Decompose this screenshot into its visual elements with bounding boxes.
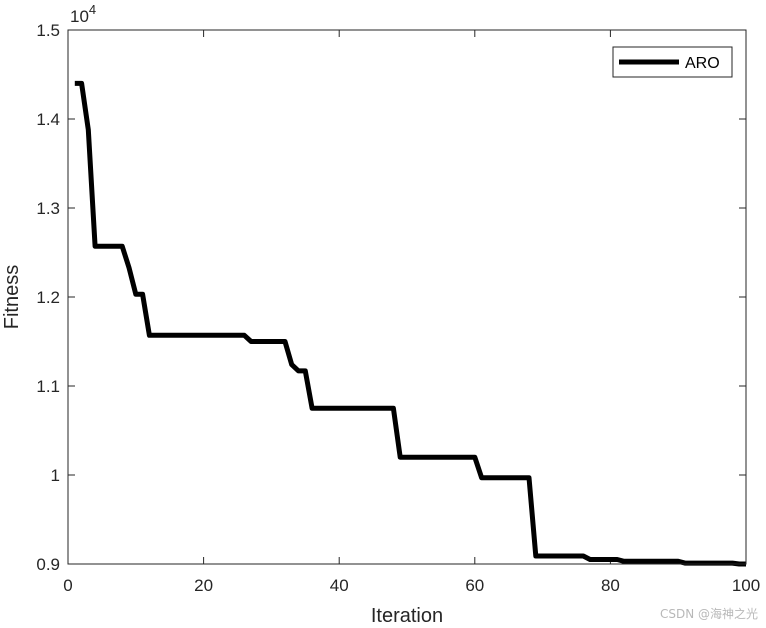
y-tick-label: 1.2 (36, 288, 60, 307)
y-tick-label: 1.1 (36, 377, 60, 396)
y-exponent-power: 4 (89, 2, 96, 17)
x-tick-label: 0 (63, 576, 72, 595)
y-tick-label: 1 (51, 466, 60, 485)
x-tick-label: 60 (465, 576, 484, 595)
x-tick-label: 20 (194, 576, 213, 595)
y-axis-exponent: 104 (70, 2, 96, 26)
x-tick-label: 100 (732, 576, 760, 595)
axes-box (67, 29, 747, 565)
x-tick-label: 80 (601, 576, 620, 595)
plot-area (68, 30, 746, 564)
series-line-aro (74, 80, 746, 567)
legend: ARO (612, 46, 733, 78)
y-ticks: 0.9 1 1.1 1.2 1.3 1.4 1.5 (36, 21, 746, 574)
watermark: CSDN @海神之光 (659, 607, 758, 621)
y-exponent-base: 10 (70, 7, 89, 26)
x-ticks: 0 20 40 60 80 100 (63, 30, 760, 595)
y-tick-label: 1.5 (36, 21, 60, 40)
x-tick-label: 40 (330, 576, 349, 595)
y-tick-label: 1.4 (36, 110, 60, 129)
x-axis-label: Iteration (371, 605, 443, 627)
y-tick-label: 0.9 (36, 555, 60, 574)
y-tick-label: 1.3 (36, 199, 60, 218)
legend-label-aro: ARO (685, 55, 720, 72)
y-axis-label: Fitness (1, 265, 23, 329)
